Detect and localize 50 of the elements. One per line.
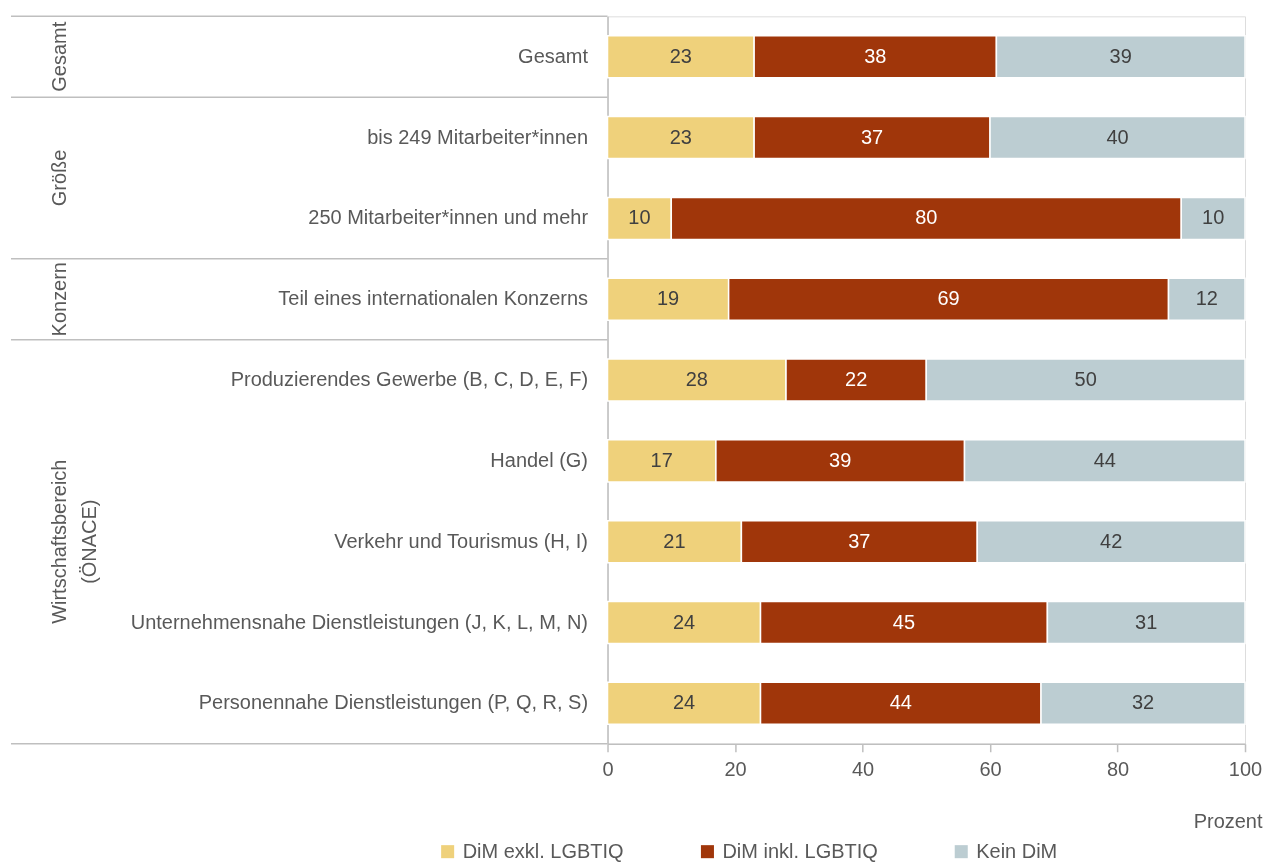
data-label: 22 [845, 368, 868, 391]
data-label: 10 [628, 206, 651, 229]
x-tick-label: 60 [979, 758, 1002, 781]
text: Gesamt [47, 21, 70, 92]
data-label: 31 [1135, 610, 1158, 633]
x-tick-label: 40 [851, 758, 875, 781]
text: Größe [47, 149, 70, 207]
legend-label: DiM inkl. LGBTIQ [722, 839, 878, 862]
y-tick-label: bis 249 Mitarbeiter*innen [367, 125, 589, 148]
data-label: 24 [672, 610, 696, 633]
y-tick-label: Personennahe Dienstleistungen (P, Q, R, S) [198, 691, 589, 714]
data-label: 17 [650, 448, 673, 471]
data-label: 44 [889, 691, 912, 714]
data-label: 50 [1074, 368, 1097, 391]
x-tick-label: 80 [1106, 758, 1130, 781]
data-label: 44 [1093, 448, 1116, 471]
data-label: 39 [1109, 44, 1132, 67]
x-axis-title: Prozent [1193, 810, 1263, 833]
legend-label: DiM exkl. LGBTIQ [462, 839, 624, 862]
data-label: 37 [860, 125, 884, 148]
data-label: 19 [656, 287, 680, 310]
data-label: 37 [848, 529, 871, 552]
data-label: 32 [1131, 691, 1155, 714]
data-label: 42 [1100, 529, 1123, 552]
y-tick-label: Verkehr und Tourismus (H, I) [334, 529, 589, 552]
data-label: 21 [663, 529, 686, 552]
y-tick-label: Produzierendes Gewerbe (B, C, D, E, F) [230, 368, 589, 391]
data-label: 28 [685, 368, 708, 391]
y-tick-label: Teil eines internationalen Konzerns [278, 287, 589, 310]
y-tick-label: Handel (G) [490, 448, 589, 471]
text: Wirtschaftsbereich (ÖNACE) [47, 459, 100, 624]
data-label: 24 [672, 691, 696, 714]
x-tick-label: 100 [1228, 758, 1263, 781]
y-tick-label: Unternehmensnahe Dienstleistungen (J, K, L, M, N) [130, 610, 589, 633]
data-label: 40 [1106, 125, 1129, 148]
data-label: 45 [892, 610, 916, 633]
data-label: 80 [915, 206, 938, 229]
x-tick-label: 20 [724, 758, 747, 781]
x-tick-label: 0 [602, 758, 614, 781]
legend-label: Kein DiM [976, 839, 1058, 862]
data-label: 12 [1195, 287, 1218, 310]
data-label: 38 [864, 44, 887, 67]
y-tick-label: Gesamt [518, 44, 589, 67]
data-label: 23 [669, 125, 692, 148]
text: Konzern [47, 262, 70, 337]
y-tick-label: 250 Mitarbeiter*innen und mehr [308, 206, 589, 229]
data-label: 69 [937, 287, 960, 310]
data-label: 10 [1202, 206, 1225, 229]
data-label: 39 [829, 448, 852, 471]
data-label: 23 [669, 44, 692, 67]
